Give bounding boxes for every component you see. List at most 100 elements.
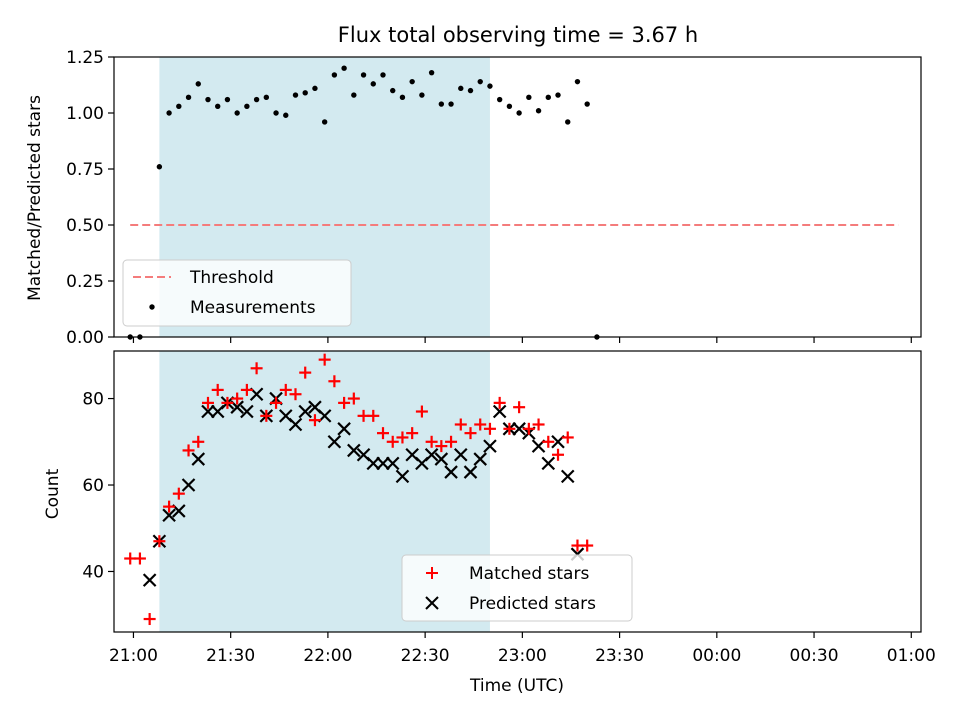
matched-star-point [445, 435, 458, 448]
measurement-point [574, 78, 581, 85]
measurement-point [156, 164, 163, 170]
matched-star-point [503, 422, 516, 435]
matched-star-point [192, 435, 205, 448]
measurement-point [185, 94, 192, 101]
matched-star-point [260, 409, 273, 422]
x-tick-label: 23:30 [595, 646, 644, 666]
bottom-y-axis-label: Count [43, 468, 63, 519]
predicted-star-point [142, 573, 157, 587]
matched-star-point [415, 405, 428, 418]
matched-star-point [367, 409, 380, 422]
matched-star-point [425, 435, 438, 448]
measurement-point [390, 87, 396, 94]
matched-star-point [250, 362, 263, 375]
measurement-point [176, 103, 182, 109]
measurement-point [370, 81, 376, 87]
measurement-point [477, 78, 483, 85]
measurement-point [487, 83, 493, 89]
top-axes-frame [113, 56, 922, 338]
matched-star-point [435, 440, 448, 453]
measurement-point [496, 96, 503, 103]
predicted-star-point [288, 417, 303, 432]
measurement-point [215, 103, 221, 109]
measurement-point [205, 96, 211, 103]
predicted-star-point [191, 452, 206, 466]
matched-star-point [211, 383, 224, 396]
measurement-point [545, 94, 551, 101]
matched-star-point [279, 383, 292, 396]
top-legend: Threshold Measurements [122, 259, 352, 327]
matched-star-point [231, 392, 244, 405]
matched-star-point [133, 552, 146, 565]
predicted-star-point [424, 447, 439, 462]
x-tick-label: 22:30 [401, 646, 450, 666]
matched-star-point [474, 418, 487, 431]
measurement-point [535, 108, 542, 114]
measurement-point [341, 65, 347, 71]
measurement-point [526, 94, 532, 101]
measurement-point [448, 101, 454, 107]
legend-label-matched-stars: Matched stars [469, 564, 589, 584]
top-legend-box [122, 259, 352, 327]
predicted-star-point [181, 478, 196, 492]
matched-star-point [182, 444, 195, 457]
predicted-star-point [337, 422, 351, 436]
matched-star-point [493, 396, 506, 409]
predicted-star-point [560, 469, 575, 484]
measurement-point [253, 96, 260, 103]
measurement-point [244, 103, 250, 109]
x-tick-label: 21:00 [109, 646, 158, 666]
measurement-point [419, 92, 425, 98]
top-y-tick-label: 1.00 [66, 104, 104, 124]
legend-label-threshold: Threshold [189, 268, 274, 288]
matched-star-point [308, 414, 321, 427]
predicted-star-point [454, 447, 468, 462]
measurements-legend-swatch [149, 304, 155, 310]
x-tick-label: 00:00 [692, 646, 741, 666]
matched-stars-legend-swatch [426, 567, 438, 579]
matched-star-point [299, 366, 312, 379]
top-y-axis-label: Matched/Predicted stars [25, 95, 45, 301]
predicted-star-point [201, 404, 215, 419]
predicted-star-point [376, 456, 390, 471]
x-tick-label: 21:30 [206, 646, 255, 666]
matched-star-point [542, 435, 555, 448]
predicted-star-point [347, 443, 361, 458]
top-chart-title: Flux total observing time = 3.67 h [338, 23, 698, 47]
measurement-point [409, 78, 415, 85]
predicted-star-point [492, 404, 507, 419]
matched-star-point [172, 487, 185, 500]
matched-star-point [221, 396, 234, 409]
matched-star-point [396, 431, 409, 444]
bottom-y-tick-label: 60 [82, 476, 104, 496]
matched-star-point [289, 388, 302, 401]
predicted-star-point [512, 422, 526, 436]
measurement-point [467, 87, 474, 94]
predicted-star-point [541, 456, 556, 471]
matched-star-point [581, 539, 594, 552]
measurement-point [458, 85, 464, 92]
matched-star-point [163, 500, 176, 513]
predicted-star-point [298, 404, 312, 419]
measurement-point [234, 110, 240, 116]
matched-star-point [347, 392, 360, 405]
x-tick-label: 22:00 [303, 646, 352, 666]
matched-star-point [386, 435, 399, 448]
measurement-point [565, 119, 571, 125]
matched-star-point [464, 427, 477, 440]
measurement-point [273, 110, 279, 116]
matched-star-point [561, 431, 574, 444]
matched-star-point [483, 422, 496, 435]
predicted-star-point [463, 465, 478, 479]
matched-star-point [270, 396, 283, 409]
top-y-tick-label: 0.75 [66, 160, 104, 180]
measurement-point [584, 101, 590, 107]
measurement-point [224, 96, 231, 103]
bottom-axes-frame [113, 350, 922, 633]
bottom-legend-box [401, 554, 633, 622]
predicted-star-point [327, 435, 342, 449]
measurement-point [351, 92, 357, 98]
measurement-point [506, 103, 513, 109]
legend-label-measurements: Measurements [190, 298, 316, 318]
